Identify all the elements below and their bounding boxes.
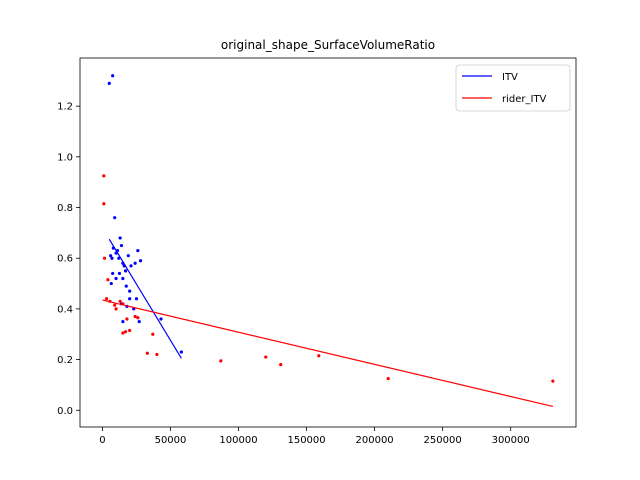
plot-marks	[102, 74, 555, 408]
point-rider-itv	[102, 202, 106, 206]
point-rider-itv	[123, 330, 128, 334]
x-tick-label: 150000	[287, 435, 325, 446]
point-itv	[123, 269, 128, 273]
point-rider-itv	[551, 379, 555, 383]
point-itv	[111, 74, 115, 78]
point-itv	[179, 350, 183, 354]
point-rider-itv	[136, 316, 140, 320]
point-rider-itv	[125, 317, 129, 321]
point-itv	[114, 276, 118, 281]
plot-frame	[79, 57, 577, 428]
legend: ITV rider_ITV	[455, 64, 571, 112]
point-rider-itv	[279, 363, 283, 367]
y-tick-label: 0.0	[57, 406, 73, 417]
point-itv	[109, 281, 113, 286]
point-itv	[121, 276, 125, 281]
x-tick-label: 0	[99, 435, 105, 446]
y-tick-label: 1.2	[57, 102, 73, 113]
y-axis-ticks: 0.0 0.2 0.4 0.6 0.8 1.0 1.2	[57, 102, 80, 417]
point-itv	[138, 259, 143, 263]
x-tick-label: 50000	[155, 435, 187, 446]
point-rider-itv	[114, 307, 118, 311]
point-itv	[128, 289, 132, 293]
point-rider-itv	[317, 354, 321, 358]
legend-label-rider-itv: rider_ITV	[502, 94, 547, 105]
point-rider-itv	[113, 303, 117, 307]
point-itv	[119, 243, 124, 248]
y-tick-label: 0.6	[57, 254, 73, 265]
point-rider-itv	[264, 355, 268, 359]
point-rider-itv	[155, 352, 159, 357]
x-tick-label: 200000	[356, 435, 394, 446]
y-tick-label: 0.2	[57, 355, 73, 366]
point-rider-itv	[151, 332, 155, 336]
point-itv	[159, 317, 163, 321]
y-tick-label: 1.0	[57, 152, 73, 163]
y-tick-label: 0.8	[57, 203, 73, 214]
point-itv	[118, 236, 122, 240]
x-tick-label: 100000	[219, 435, 257, 446]
legend-label-itv: ITV	[502, 72, 518, 83]
x-tick-label: 250000	[424, 435, 462, 446]
point-rider-itv	[386, 376, 390, 381]
point-rider-itv	[102, 174, 106, 178]
chart-title: original_shape_SurfaceVolumeRatio	[221, 38, 435, 52]
point-itv	[111, 271, 115, 276]
point-rider-itv	[104, 297, 109, 301]
fit-line-rider-itv	[102, 299, 554, 408]
point-itv	[133, 261, 137, 265]
point-rider-itv	[133, 314, 137, 319]
point-itv	[137, 319, 141, 324]
point-rider-itv	[106, 278, 110, 282]
point-itv	[128, 297, 132, 301]
point-itv	[110, 256, 114, 260]
y-tick-label: 0.4	[57, 304, 73, 315]
point-itv	[117, 271, 122, 276]
point-itv	[124, 284, 128, 288]
point-itv	[134, 297, 139, 301]
point-itv	[126, 254, 130, 258]
x-axis-ticks: 0 50000 100000 150000 200000 250000 300000	[99, 427, 530, 446]
point-itv	[136, 249, 140, 253]
fit-line-itv	[108, 238, 182, 359]
point-rider-itv	[102, 256, 107, 260]
point-itv	[129, 264, 133, 268]
point-rider-itv	[145, 351, 149, 355]
point-itv	[121, 319, 125, 324]
point-rider-itv	[128, 328, 132, 333]
point-rider-itv	[118, 299, 122, 303]
point-itv	[113, 216, 117, 220]
point-itv	[109, 254, 113, 258]
point-rider-itv	[121, 331, 125, 335]
point-rider-itv	[219, 359, 223, 363]
x-tick-label: 300000	[492, 435, 530, 446]
point-itv	[107, 81, 111, 85]
